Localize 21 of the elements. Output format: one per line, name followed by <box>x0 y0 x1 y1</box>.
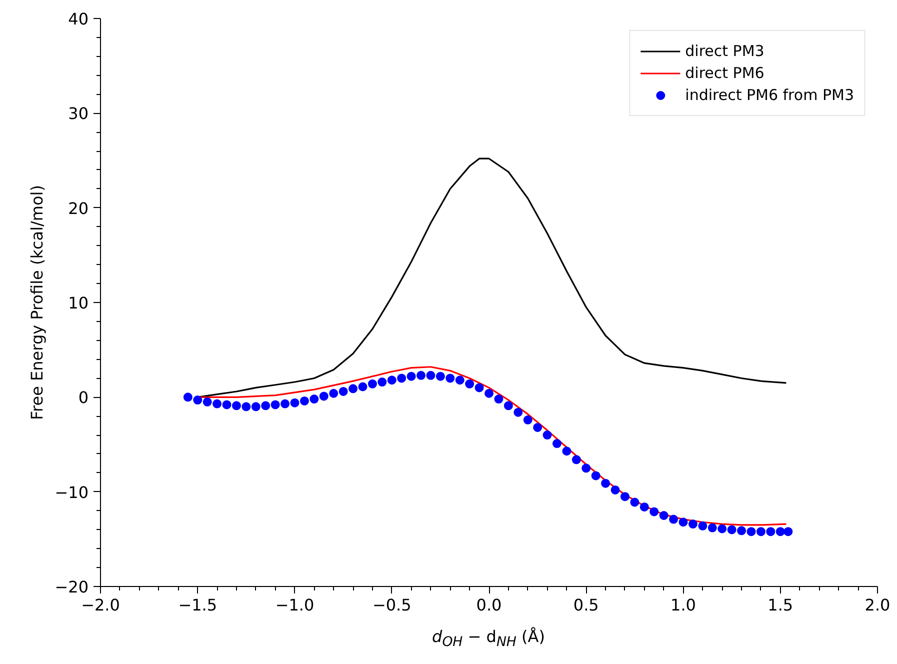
x-tick-label: −0.5 <box>372 596 412 614</box>
legend-label: direct PM3 <box>685 42 764 60</box>
y-tick-label: −10 <box>54 482 88 502</box>
x-tick-label: 2.0 <box>864 596 890 614</box>
x-tick-label: −1.5 <box>178 596 218 614</box>
y-tick-label: 10 <box>68 294 88 312</box>
x-tick-label: 1.5 <box>768 596 794 614</box>
x-tick-label: 1.0 <box>670 596 696 614</box>
x-axis-title: d$_{OH}$ − d$_{NH}$ (Å) <box>432 626 545 652</box>
legend-label: direct PM6 <box>685 64 764 82</box>
y-axis-title: Free Energy Profile (kcal/mol) <box>28 185 47 420</box>
y-tick-label: 30 <box>68 104 88 124</box>
y-tick-label: −20 <box>54 578 88 596</box>
x-tick-label: −2.0 <box>81 596 120 614</box>
x-tick-label: 0.5 <box>573 596 599 614</box>
y-tick-label: 40 <box>68 10 88 28</box>
y-tick-label: 20 <box>68 198 88 218</box>
x-tick-label: −1.0 <box>275 596 314 614</box>
y-tick-label: 0 <box>78 388 89 408</box>
x-tick-label: 0.0 <box>476 596 502 614</box>
legend-label: indirect PM6 from PM3 <box>685 86 854 104</box>
